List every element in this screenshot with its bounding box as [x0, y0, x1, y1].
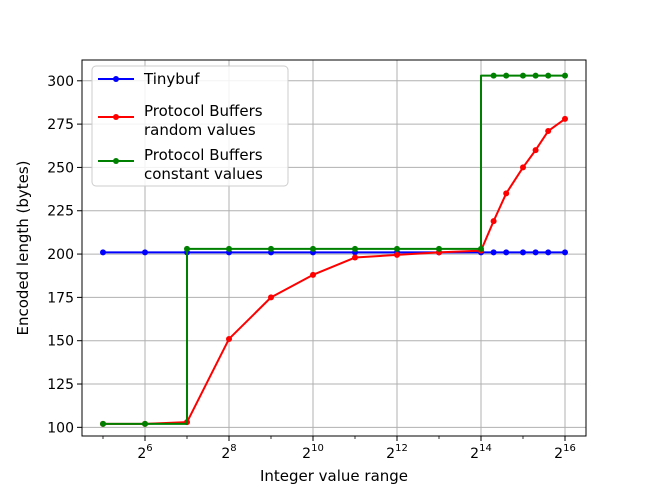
- y-tick-label: 125: [47, 377, 74, 393]
- data-point: [478, 245, 484, 252]
- data-point: [545, 72, 552, 79]
- legend-label: Protocol Buffers: [144, 146, 263, 164]
- data-point: [490, 218, 497, 225]
- data-point: [520, 164, 526, 171]
- x-tick-label: 216: [554, 443, 576, 462]
- grid-lines: [82, 60, 586, 436]
- y-tick-label: 200: [47, 247, 74, 263]
- data-point: [520, 72, 526, 79]
- data-point: [142, 249, 148, 256]
- x-tick-exponent: 10: [311, 443, 324, 454]
- data-point: [226, 245, 232, 252]
- data-point: [503, 72, 510, 79]
- data-point: [142, 420, 148, 427]
- x-tick-base: 2: [554, 446, 563, 462]
- y-tick-label: 300: [47, 74, 74, 90]
- data-point: [352, 254, 358, 261]
- x-tick-label: 214: [470, 443, 492, 462]
- y-tick-label: 275: [47, 117, 74, 133]
- legend-marker: [113, 76, 119, 82]
- legend-box: [91, 65, 289, 187]
- x-tick-base: 2: [302, 446, 311, 462]
- legend-marker: [113, 114, 119, 120]
- series-layer: [100, 72, 568, 427]
- data-point: [503, 190, 510, 197]
- data-point: [532, 249, 539, 256]
- x-tick-label: 26: [137, 443, 152, 462]
- data-point: [184, 245, 190, 252]
- y-tick-label: 225: [47, 204, 74, 220]
- legend-label: random values: [144, 121, 256, 139]
- y-tick-label: 100: [47, 420, 74, 436]
- data-point: [100, 249, 106, 256]
- data-point: [226, 335, 232, 342]
- data-point: [436, 245, 442, 252]
- x-tick-label: 28: [221, 443, 236, 462]
- y-tick-label: 250: [47, 160, 74, 176]
- x-tick-exponent: 12: [395, 443, 408, 454]
- data-point: [503, 249, 510, 256]
- data-point: [394, 245, 400, 252]
- data-point: [520, 249, 526, 256]
- data-point: [100, 420, 106, 427]
- x-tick-base: 2: [470, 446, 479, 462]
- x-tick-base: 2: [386, 446, 395, 462]
- data-point: [352, 245, 358, 252]
- y-axis-label: Encoded length (bytes): [14, 160, 32, 335]
- legend-marker: [113, 158, 119, 164]
- y-tick-label: 175: [47, 290, 74, 306]
- legend-label: constant values: [144, 165, 263, 183]
- data-point: [268, 245, 274, 252]
- series-line: [103, 118, 566, 425]
- data-point: [310, 245, 316, 252]
- x-tick-exponent: 16: [563, 443, 576, 454]
- x-tick-exponent: 8: [230, 443, 236, 454]
- data-point: [490, 72, 497, 79]
- plot-frame: [81, 59, 587, 437]
- data-point: [562, 72, 568, 79]
- data-point: [490, 249, 497, 256]
- x-tick-exponent: 14: [479, 443, 492, 454]
- data-point: [394, 251, 400, 258]
- x-tick-exponent: 6: [146, 443, 152, 454]
- data-point: [545, 249, 552, 256]
- data-point: [532, 72, 539, 79]
- data-point: [562, 249, 568, 256]
- data-point: [532, 147, 539, 154]
- data-point: [268, 294, 274, 301]
- x-tick-label: 210: [302, 443, 324, 462]
- y-tick-label: 150: [47, 334, 74, 350]
- x-tick-base: 2: [137, 446, 146, 462]
- data-point: [562, 115, 568, 122]
- axes-layer: 26 28 210 212 214 216100125150175200225250275…: [47, 74, 576, 462]
- x-tick-base: 2: [221, 446, 230, 462]
- data-point: [310, 271, 316, 278]
- x-tick-label: 212: [386, 443, 408, 462]
- data-point: [545, 128, 552, 135]
- legend-label: Protocol Buffers: [144, 102, 263, 120]
- x-axis-label: Integer value range: [260, 467, 408, 485]
- legend-label: Tinybuf: [143, 70, 200, 88]
